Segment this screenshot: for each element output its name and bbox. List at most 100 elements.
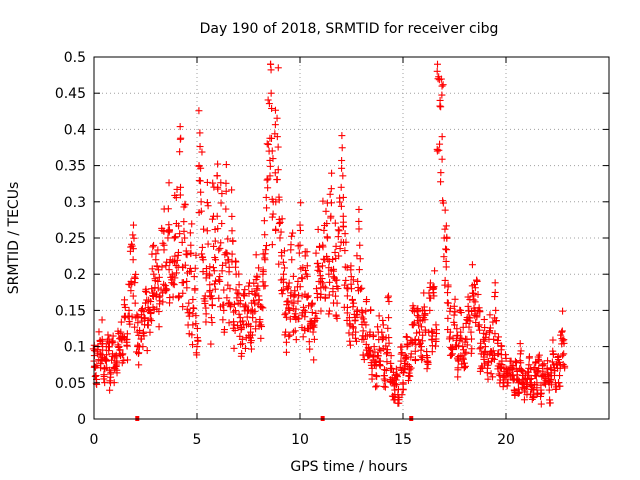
data-point-cluster <box>258 323 266 331</box>
data-point-cluster <box>197 188 205 196</box>
data-point-cluster <box>223 294 231 302</box>
data-point-cluster <box>259 266 267 274</box>
data-point-cluster <box>195 107 203 115</box>
data-point <box>370 343 378 351</box>
data-point-cluster <box>266 162 274 170</box>
data-point-cluster <box>329 255 337 263</box>
data-point-cluster <box>106 377 114 385</box>
data-point <box>331 248 339 256</box>
data-point-cluster <box>558 327 566 335</box>
data-point-cluster <box>319 243 327 251</box>
data-point-cluster <box>130 234 138 242</box>
data-point-cluster <box>476 326 484 334</box>
data-point-cluster <box>182 247 190 255</box>
data-point-cluster <box>301 252 309 260</box>
y-tick-label: 0.45 <box>55 86 86 102</box>
data-point-cluster <box>127 287 135 295</box>
data-point-cluster <box>312 309 320 317</box>
data-point-cluster <box>298 275 306 283</box>
data-point-cluster <box>542 380 550 388</box>
data-point-cluster <box>549 336 557 344</box>
data-point-cluster <box>559 360 567 368</box>
data-point-cluster <box>247 322 255 330</box>
data-point-cluster <box>211 237 219 245</box>
data-point-cluster <box>373 373 381 381</box>
data-point-cluster <box>537 390 545 398</box>
data-point-cluster <box>234 289 242 297</box>
data-point-cluster <box>264 140 272 148</box>
data-point-cluster <box>517 347 525 355</box>
data-point-cluster <box>215 276 223 284</box>
data-point-cluster <box>378 328 386 336</box>
data-point-cluster <box>292 336 300 344</box>
y-tick-label: 0.1 <box>64 340 86 356</box>
data-point-cluster <box>317 290 325 298</box>
data-point-cluster <box>462 319 470 327</box>
data-point-cluster <box>209 264 217 272</box>
data-point-cluster <box>362 307 370 315</box>
data-point-cluster <box>255 296 263 304</box>
data-point-cluster <box>374 352 382 360</box>
data-point-cluster <box>443 233 451 241</box>
data-point-cluster <box>318 275 326 283</box>
data-point <box>360 335 368 343</box>
data-point-cluster <box>231 307 239 315</box>
data-point-cluster <box>486 311 494 319</box>
y-tick-label: 0.35 <box>55 159 86 175</box>
data-point-cluster <box>436 140 444 148</box>
data-point-cluster <box>372 358 380 366</box>
data-point-cluster <box>403 340 411 348</box>
data-point-cluster <box>267 60 275 68</box>
y-tick-label: 0 <box>77 412 86 428</box>
data-point-cluster <box>181 261 189 269</box>
data-point-cluster <box>289 328 297 336</box>
data-point-cluster <box>502 354 510 362</box>
data-point-cluster <box>450 311 458 319</box>
data-point-cluster <box>264 184 272 192</box>
data-point-cluster <box>186 308 194 316</box>
data-point-cluster <box>461 362 469 370</box>
data-point-cluster <box>309 328 317 336</box>
data-point-cluster <box>442 245 450 253</box>
data-point-cluster <box>218 190 226 198</box>
data-point-cluster <box>349 323 357 331</box>
data-point-cluster <box>355 217 363 225</box>
data-point <box>222 205 230 213</box>
data-point-cluster <box>288 232 296 240</box>
data-point-cluster <box>279 258 287 266</box>
data-point <box>490 335 498 343</box>
data-point-cluster <box>333 276 341 284</box>
data-point-cluster <box>380 366 388 374</box>
data-point-cluster <box>178 238 186 246</box>
data-point <box>286 306 294 314</box>
data-point <box>154 277 162 285</box>
data-point-cluster <box>268 104 276 112</box>
data-point-cluster <box>392 376 400 384</box>
data-point-cluster <box>383 358 391 366</box>
data-point-cluster <box>317 307 325 315</box>
data-point-cluster <box>342 276 350 284</box>
data-point-cluster <box>358 313 366 321</box>
data-point-cluster <box>192 312 200 320</box>
data-point-cluster <box>473 312 481 320</box>
data-point-cluster <box>346 337 354 345</box>
data-point-cluster <box>251 299 259 307</box>
data-point-cluster <box>146 315 154 323</box>
data-point-cluster <box>295 315 303 323</box>
data-point-cluster <box>173 256 181 264</box>
data-point-cluster <box>376 361 384 369</box>
data-point-cluster <box>480 337 488 345</box>
data-point-cluster <box>100 372 108 380</box>
data-point-cluster <box>366 351 374 359</box>
data-point <box>467 328 475 336</box>
data-point-cluster <box>433 145 441 153</box>
data-point <box>385 314 393 322</box>
data-point-cluster <box>527 375 535 383</box>
data-point-cluster <box>449 346 457 354</box>
data-point-cluster <box>403 333 411 341</box>
data-point-cluster <box>196 177 204 185</box>
data-point-cluster <box>384 324 392 332</box>
data-point-cluster <box>534 369 542 377</box>
data-point-cluster <box>336 245 344 253</box>
